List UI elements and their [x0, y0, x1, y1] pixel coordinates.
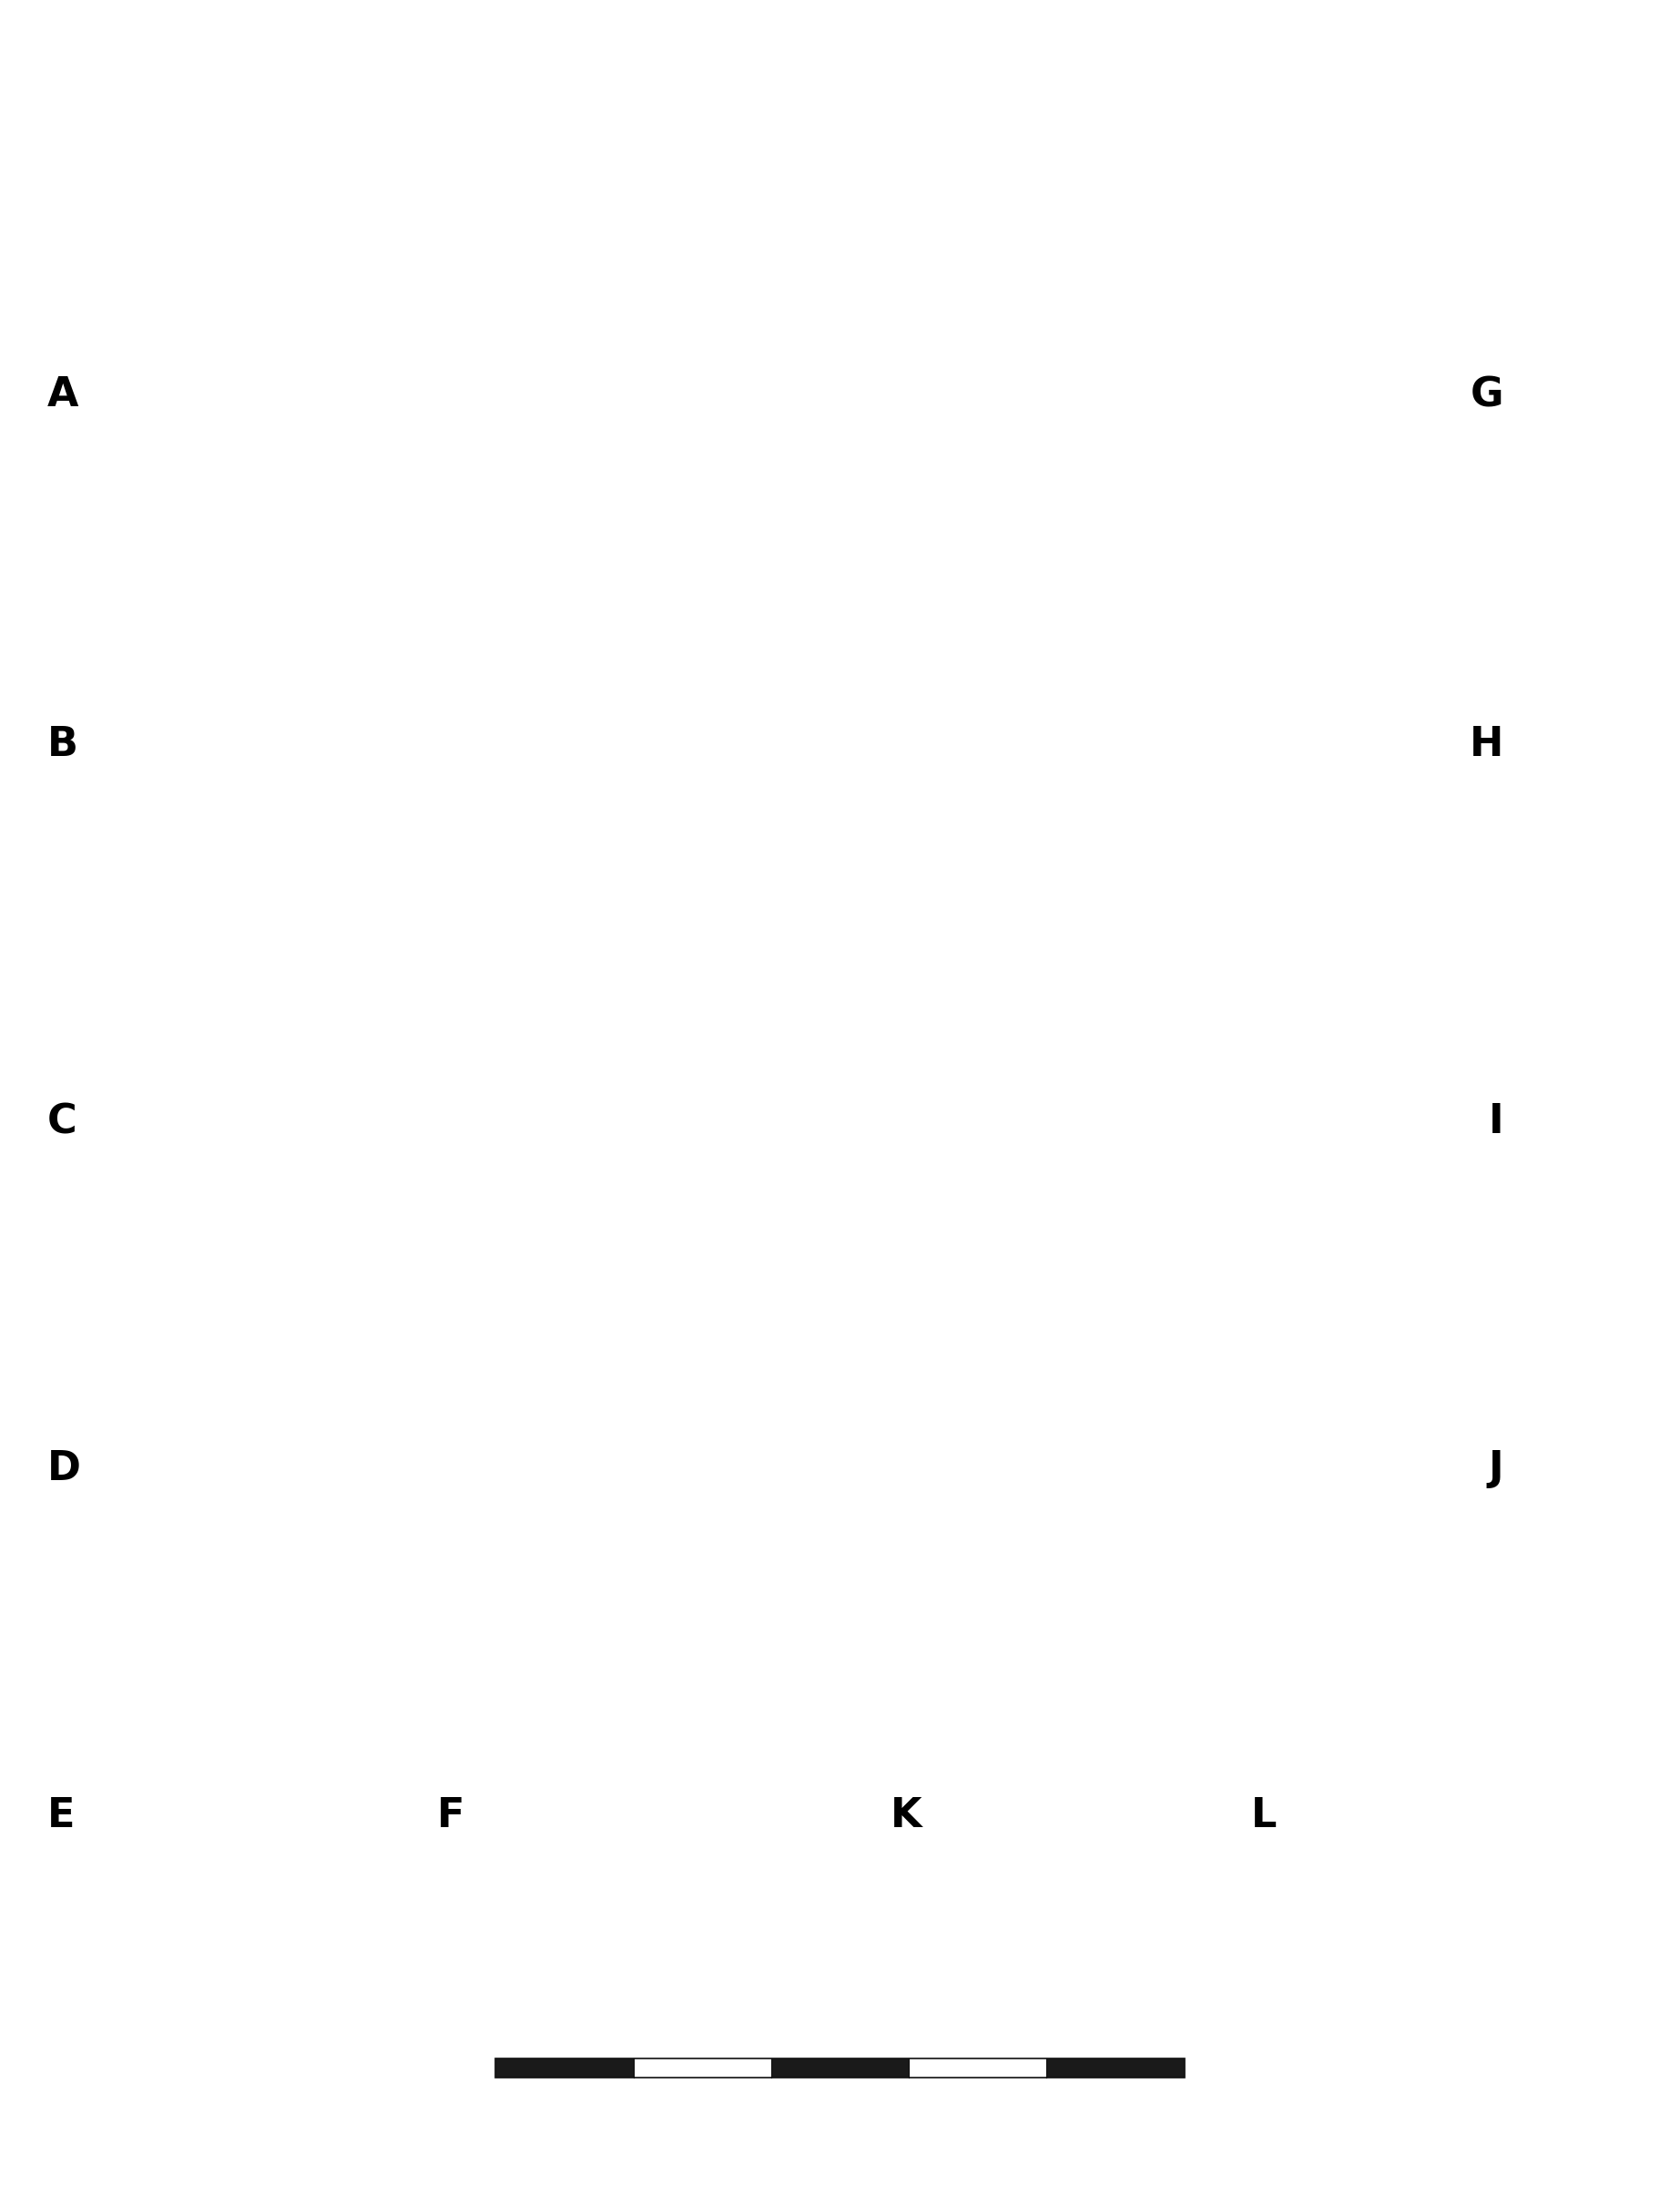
Text: D: D [47, 1449, 81, 1489]
Bar [771, 2060, 909, 2077]
Text: H: H [1470, 725, 1504, 764]
Text: G: G [1470, 376, 1504, 415]
Bar [1047, 2060, 1184, 2077]
Bar [633, 2060, 771, 2077]
Text: L: L [1252, 1796, 1277, 1836]
Text: A: A [47, 376, 79, 415]
Text: K: K [890, 1796, 922, 1836]
Bar [496, 2060, 1184, 2077]
Text: C: C [47, 1102, 77, 1142]
Text: I: I [1488, 1102, 1504, 1142]
Text: J: J [1488, 1449, 1504, 1489]
Text: F: F [437, 1796, 464, 1836]
Text: E: E [47, 1796, 76, 1836]
Text: B: B [47, 725, 77, 764]
Bar [496, 2060, 633, 2077]
Bar [909, 2060, 1047, 2077]
